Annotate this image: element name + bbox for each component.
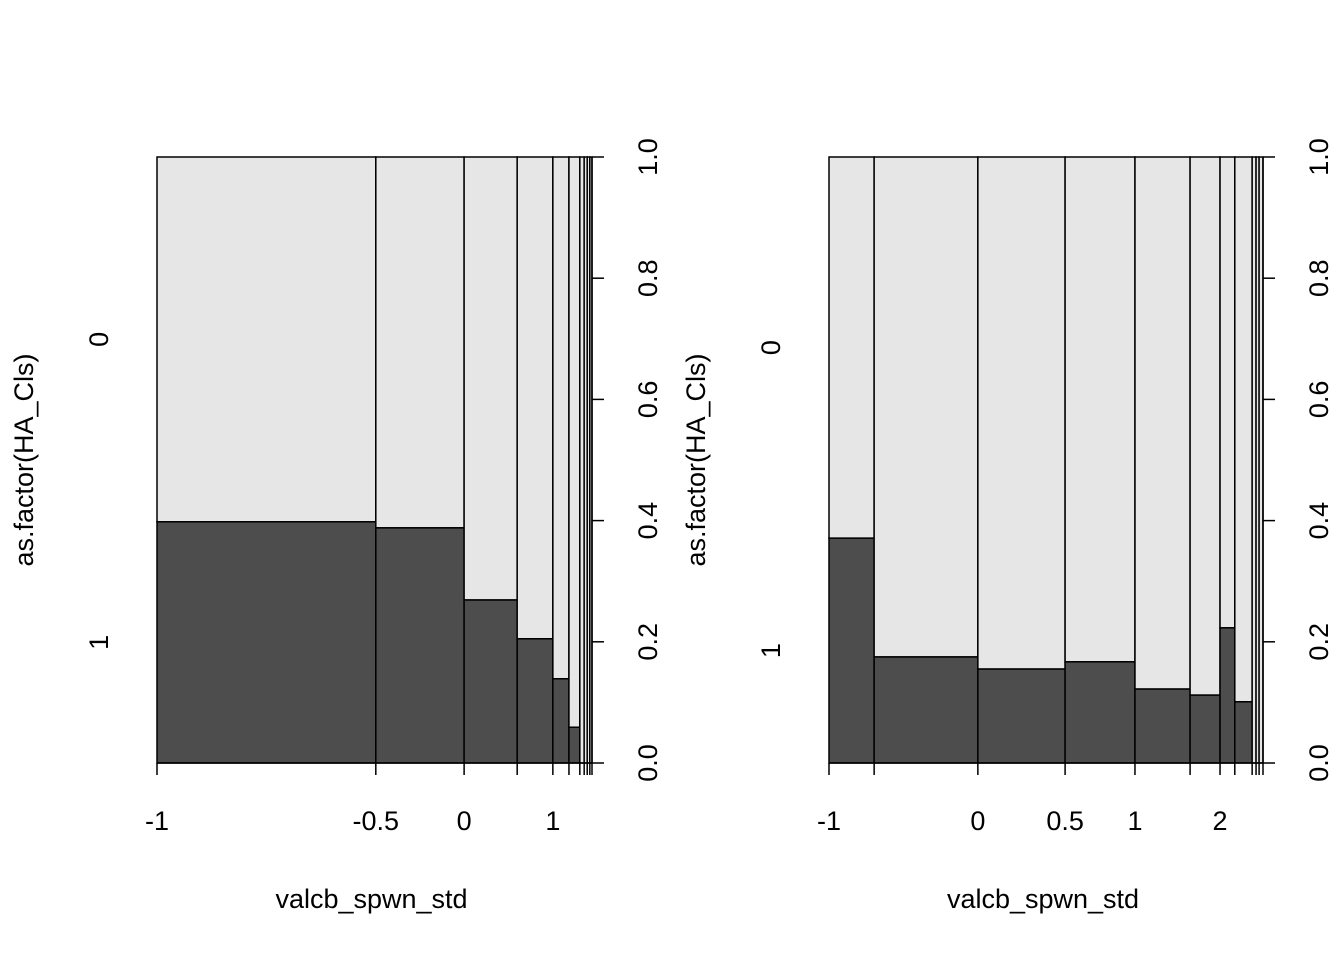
bar-background xyxy=(156,156,377,523)
bar-background xyxy=(873,156,979,658)
bar xyxy=(1064,661,1136,764)
x-tick-label: 0 xyxy=(970,806,985,836)
bar-background xyxy=(828,156,875,539)
y-tick-label: 0.2 xyxy=(633,623,663,661)
bar xyxy=(977,668,1066,764)
y-tick-label: 0.8 xyxy=(633,259,663,297)
level-label: 1 xyxy=(756,643,786,658)
bar-background xyxy=(1234,156,1253,703)
x-axis-title: valcb_spwn_std xyxy=(947,884,1139,914)
level-label: 0 xyxy=(756,340,786,355)
bar-background xyxy=(375,156,465,529)
bar-background xyxy=(1189,156,1221,696)
bar xyxy=(828,537,875,764)
level-label: 1 xyxy=(84,635,114,650)
y-tick-label: 0.4 xyxy=(1304,502,1334,540)
x-tick-label: -0.5 xyxy=(353,806,400,836)
bar xyxy=(568,726,581,764)
bar xyxy=(375,527,465,764)
bar xyxy=(873,656,979,764)
bar-background xyxy=(552,156,570,680)
x-tick-label: 0 xyxy=(457,806,472,836)
x-tick-label: 0.5 xyxy=(1046,806,1084,836)
y-tick-label: 0.6 xyxy=(1304,381,1334,419)
y-tick-label: 0.0 xyxy=(633,744,663,782)
y-axis-title: as.factor(HA_Cls) xyxy=(9,353,39,566)
bar-background xyxy=(516,156,554,640)
x-tick-label: -1 xyxy=(145,806,169,836)
y-tick-label: 1.0 xyxy=(633,138,663,176)
bar xyxy=(1134,688,1191,764)
x-axis-title: valcb_spwn_std xyxy=(275,884,467,914)
bar-background xyxy=(977,156,1066,670)
bar xyxy=(156,521,377,764)
y-tick-label: 0.4 xyxy=(633,502,663,540)
bar-background xyxy=(1219,156,1236,629)
bar xyxy=(463,599,518,764)
y-tick-label: 0.0 xyxy=(1304,744,1334,782)
x-tick-label: 1 xyxy=(1127,806,1142,836)
bar xyxy=(1189,694,1221,764)
bar xyxy=(1219,627,1236,764)
bar xyxy=(552,678,570,764)
x-tick-label: -1 xyxy=(817,806,841,836)
y-axis-title: as.factor(HA_Cls) xyxy=(681,353,711,566)
y-tick-label: 0.6 xyxy=(633,381,663,419)
y-tick-label: 0.2 xyxy=(1304,623,1334,661)
bar-background xyxy=(463,156,518,601)
y-tick-label: 1.0 xyxy=(1304,138,1334,176)
bar xyxy=(1234,701,1253,764)
y-tick-label: 0.8 xyxy=(1304,259,1334,297)
bar-background xyxy=(1064,156,1136,663)
x-tick-label: 2 xyxy=(1213,806,1228,836)
bar xyxy=(516,638,554,764)
x-tick-label: 1 xyxy=(545,806,560,836)
level-label: 0 xyxy=(84,332,114,347)
bar-background xyxy=(1134,156,1191,690)
bar-background xyxy=(568,156,581,728)
